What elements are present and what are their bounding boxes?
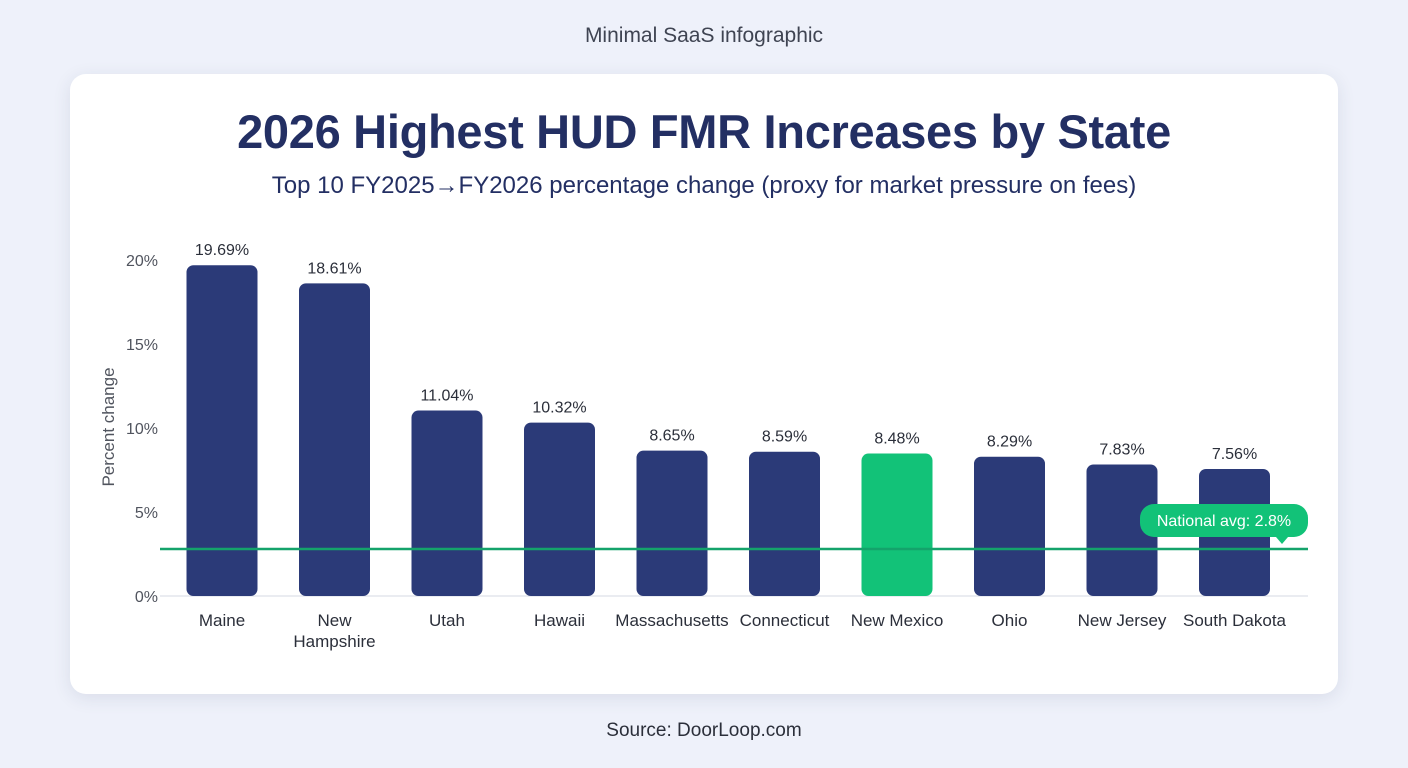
bar-value-label: 7.83% [1099,441,1144,458]
y-tick-label: 5% [135,505,158,522]
bar-value-label: 8.65% [649,428,694,445]
y-axis-title: Percent change [99,367,118,486]
bar-value-label: 10.32% [532,400,586,417]
x-tick-label: Maine [199,611,245,630]
bar [299,283,370,596]
bar-value-label: 8.29% [987,434,1032,451]
x-tick-label: New Jersey [1078,611,1167,630]
x-tick-label: Hawaii [534,611,585,630]
bar [524,422,595,596]
bar-value-label: 7.56% [1212,446,1257,463]
y-tick-label: 10% [126,421,158,438]
infographic-caption: Minimal SaaS infographic [584,24,824,47]
bar-value-label: 8.59% [762,429,807,446]
y-tick-label: 15% [126,337,158,354]
x-tick-label: Connecticut [740,611,830,630]
bar [411,410,483,596]
bar [636,450,708,596]
chart-card: 2026 Highest HUD FMR Increases by State … [70,74,1338,694]
bar [749,451,820,596]
x-tick-label: New Hampshire [293,611,375,651]
x-tick-label: Ohio [992,611,1028,630]
chart-title: 2026 Highest HUD FMR Increases by State [237,105,1171,158]
bar-value-label: 19.69% [195,242,249,259]
bar [861,453,933,596]
bar-chart: 0% 5% 10% 15% 20% Percent change 19.69% Maine 18… [99,242,1308,651]
national-average-badge [1140,504,1308,537]
bar-value-label: 11.04% [420,388,473,405]
chart-subtitle: Top 10 FY2025→FY2026 percentage change (… [271,172,1137,199]
x-tick-label: Utah [429,611,465,630]
bar-value-label: 18.61% [307,260,361,277]
badge-pointer [1276,537,1288,544]
bar [1086,464,1158,596]
national-average-label: National avg: 2.8% [1157,513,1291,530]
bar [974,456,1045,596]
x-tick-label: New Mexico [851,611,944,630]
y-tick-label: 0% [135,589,158,606]
bar [186,265,258,596]
source-note: Source: DoorLoop.com [606,720,802,741]
x-tick-label: Massachusetts [615,611,728,630]
x-tick-label: South Dakota [1183,611,1287,630]
y-tick-label: 20% [126,253,158,270]
bar-value-label: 8.48% [874,431,919,448]
